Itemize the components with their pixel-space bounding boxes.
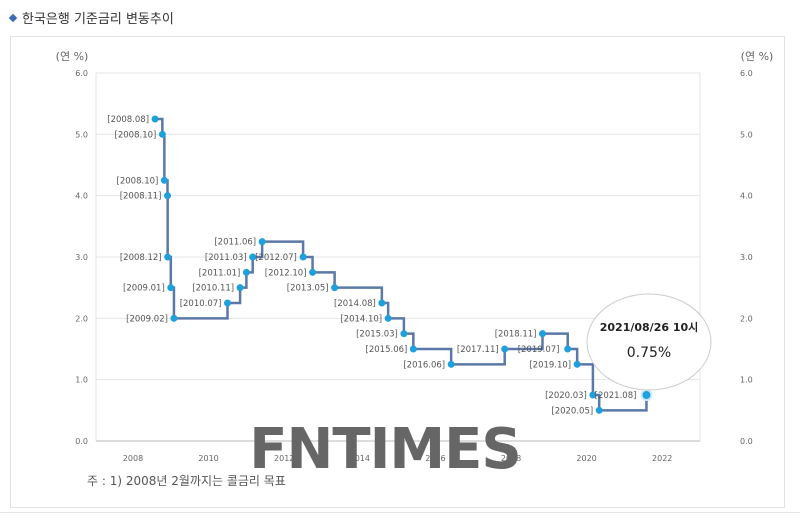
data-point-label: [2008.12] [120,253,162,263]
chart-frame [10,36,785,508]
y-tick-right: 2.0 [740,314,753,323]
data-point[interactable] [595,406,603,414]
data-point[interactable] [447,360,455,368]
x-tick-label: 2020 [576,454,596,463]
y-axis-unit-right: (연 %) [741,50,774,63]
data-point-label: [2014.10] [340,314,382,324]
data-point[interactable] [501,345,509,353]
x-tick-label: 2018 [501,454,521,463]
data-point-label: [2008.08] [107,115,149,125]
data-point-label: [2008.10] [115,130,157,140]
data-point[interactable] [384,314,392,322]
y-tick-left: 2.0 [75,314,88,323]
data-point-label: [2011.03] [205,253,247,263]
data-point[interactable] [164,253,172,261]
data-point[interactable] [564,345,572,353]
x-tick-label: 2014 [350,454,370,463]
data-point-label: [2008.10] [117,176,159,186]
y-axis-unit-left: (연 %) [56,50,89,63]
x-tick-label: 2010 [198,454,218,463]
current-rate-point[interactable] [640,389,653,401]
data-point[interactable] [331,284,339,292]
data-point[interactable] [224,299,231,307]
rate-step-line [155,117,648,412]
data-point[interactable] [160,176,168,184]
data-point[interactable] [409,345,417,353]
data-point-label: [2009.02] [126,314,168,324]
y-tick-right: 5.0 [740,130,753,139]
tooltip-datetime: 2021/08/26 10시 [600,321,699,334]
data-point-label: [2019.10] [529,360,571,370]
y-tick-left: 0.0 [75,437,88,446]
data-point[interactable] [299,253,307,261]
data-point[interactable] [378,299,386,307]
x-tick-label: 2016 [425,454,445,463]
y-tick-left: 4.0 [75,192,88,201]
data-point[interactable] [589,391,597,399]
data-point-label: [2012.10] [265,268,307,278]
x-tick-label: 2012 [274,454,294,463]
data-point[interactable] [573,360,581,368]
data-point-label: [2018.11] [495,330,537,340]
data-point[interactable] [164,192,171,200]
data-point-label: [2020.05] [551,406,593,416]
data-point[interactable] [151,115,159,123]
data-point[interactable] [242,268,250,276]
data-point-label: [2020.03] [545,391,587,401]
chart-footnote: 주 : 1) 2008년 2월까지는 콜금리 목표 [87,474,286,488]
data-point-label: [2019.07] [518,345,560,355]
y-tick-left: 5.0 [75,130,88,139]
data-point[interactable] [258,238,266,246]
tooltip-value: 0.75% [627,345,671,361]
data-point-label: [2016.06] [403,360,445,370]
data-point-label: [2015.03] [356,330,398,340]
y-tick-right: 0.0 [740,437,753,446]
data-point[interactable] [400,330,408,338]
tooltip-bubble [586,293,712,391]
data-point-label: [2010.11] [192,284,234,294]
data-point[interactable] [249,253,257,261]
data-point-label: [2010.07] [180,299,222,309]
data-point[interactable] [167,284,175,292]
data-point-label: [2014.08] [334,299,376,309]
y-tick-left: 3.0 [75,253,88,262]
data-point-label: [2008.11] [120,192,162,202]
y-tick-left: 6.0 [75,69,88,78]
data-point-label: [2011.01] [199,268,241,278]
data-point[interactable] [236,284,244,292]
data-point-label: [2012.07] [255,253,297,263]
x-tick-label: 2008 [123,454,143,463]
y-tick-right: 6.0 [740,69,753,78]
chart-title-text: 한국은행 기준금리 변동추이 [22,12,174,27]
x-tick-label: 2022 [652,454,672,463]
data-point-label: [2011.06] [214,238,256,248]
data-point[interactable] [539,330,546,338]
y-tick-right: 4.0 [740,192,753,201]
data-point-label: [2015.06] [366,345,408,355]
data-point[interactable] [158,130,166,138]
data-point-label: [2013.05] [287,284,329,294]
divider [0,512,800,513]
y-tick-left: 1.0 [75,376,88,385]
chart-title: 한국은행 기준금리 변동추이 [8,8,174,27]
data-point-label: [2009.01] [123,284,165,294]
data-point-label: [2021.08] [595,391,637,401]
y-tick-right: 1.0 [740,376,753,385]
data-point[interactable] [309,268,317,276]
watermark-logo: FNTIMES [249,417,520,482]
data-point[interactable] [170,314,178,322]
data-point-label: [2017.11] [457,345,499,355]
y-tick-right: 3.0 [740,253,753,262]
